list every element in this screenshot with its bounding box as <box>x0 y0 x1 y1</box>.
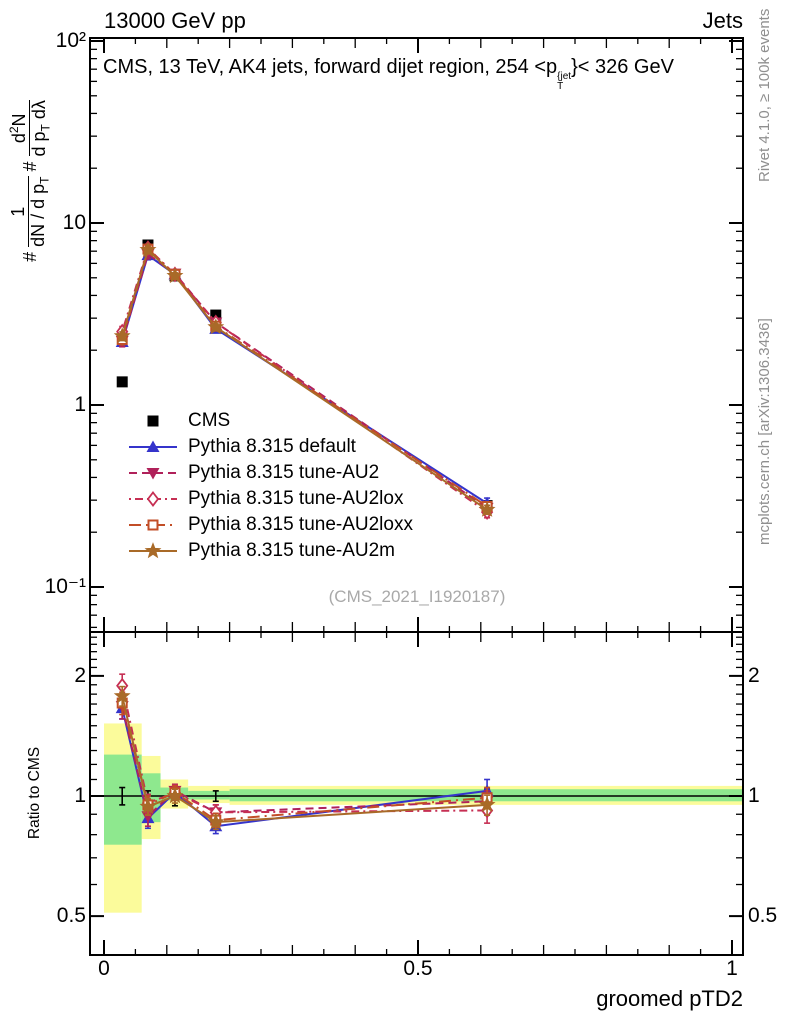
main-y-axis-label: # 1 dN / d pT # d2N d pT dλ <box>7 22 53 340</box>
legend-item-tune-au2lox: Pythia 8.315 tune-AU2lox <box>127 486 413 512</box>
legend-label: Pythia 8.315 tune-AU2 <box>188 462 380 483</box>
legend-item-pythia-default: Pythia 8.315 default <box>127 434 413 460</box>
plot-title-text-end: }< 326 GeV <box>571 56 674 78</box>
ratio-ytick-1-left: 1 <box>74 784 86 807</box>
legend-marker-tune-au2lox <box>129 491 177 507</box>
pt-jet-subscript: T <box>557 81 564 92</box>
legend-marker-cms <box>147 415 159 427</box>
hash-symbol: # <box>19 161 40 172</box>
main-ytick-0p1: 10⁻¹ <box>44 575 86 598</box>
main-ytick-100: 10² <box>55 29 86 52</box>
mcplots-arxiv-note: mcplots.cern.ch [arXiv:1306.3436] <box>756 318 773 545</box>
pt-jet-supsub: {jet T <box>557 72 571 92</box>
legend-label: Pythia 8.315 default <box>188 436 356 457</box>
ratio-ytick-2-left: 2 <box>74 664 86 687</box>
ylabel-fraction-2: d2N d pT dλ <box>7 100 53 157</box>
rivet-version-note: Rivet 4.1.0, ≥ 100k events <box>756 8 773 182</box>
hash-symbol: # <box>19 251 40 262</box>
plot-title: CMS, 13 TeV, AK4 jets, forward dijet reg… <box>103 56 674 92</box>
legend-item-cms: CMS <box>127 408 413 434</box>
legend-item-tune-au2: Pythia 8.315 tune-AU2 <box>127 460 413 486</box>
legend-marker-pythia-default <box>129 440 177 452</box>
main-ytick-1: 1 <box>74 393 86 416</box>
legend-label: Pythia 8.315 tune-AU2lox <box>188 488 404 509</box>
beam-energy-header: 13000 GeV pp <box>104 8 246 33</box>
analysis-group-header: Jets <box>702 8 743 33</box>
legend-label: CMS <box>188 410 231 431</box>
ratio-ytick-0p5-right: 0.5 <box>748 904 778 927</box>
x-axis-label: groomed pTD2 <box>596 986 743 1011</box>
xtick-1: 1 <box>726 957 738 980</box>
analysis-id-watermark: (CMS_2021_I1920187) <box>328 587 506 606</box>
pt-jet-superscript: {jet <box>557 71 572 82</box>
ratio-y-axis-label: Ratio to CMS <box>26 746 43 840</box>
axis-ticks <box>90 38 743 955</box>
ratio-ytick-1-right: 1 <box>748 784 760 807</box>
legend-marker-tune-au2loxx <box>129 519 177 531</box>
legend-label: Pythia 8.315 tune-AU2m <box>188 540 396 561</box>
ratio-ytick-2-right: 2 <box>748 664 760 687</box>
legend: CMS Pythia 8.315 default Pythia 8.315 tu… <box>127 408 413 564</box>
ratio-ytick-0p5-left: 0.5 <box>56 904 86 927</box>
ratio-panel-frame <box>89 631 744 956</box>
xtick-0: 0 <box>98 957 110 980</box>
legend-marker-tune-au2 <box>129 468 177 480</box>
plot-title-text: CMS, 13 TeV, AK4 jets, forward dijet reg… <box>103 56 558 78</box>
xtick-0p5: 0.5 <box>403 957 433 980</box>
main-ytick-10: 10 <box>62 211 86 234</box>
legend-item-tune-au2m: Pythia 8.315 tune-AU2m <box>127 538 413 564</box>
legend-label: Pythia 8.315 tune-AU2loxx <box>188 514 413 535</box>
series-pythia-8-315-tune-au2m <box>113 241 496 831</box>
legend-marker-tune-au2m <box>129 542 177 559</box>
legend-item-tune-au2loxx: Pythia 8.315 tune-AU2loxx <box>127 512 413 538</box>
ratio-uncertainty-bands <box>104 723 743 913</box>
